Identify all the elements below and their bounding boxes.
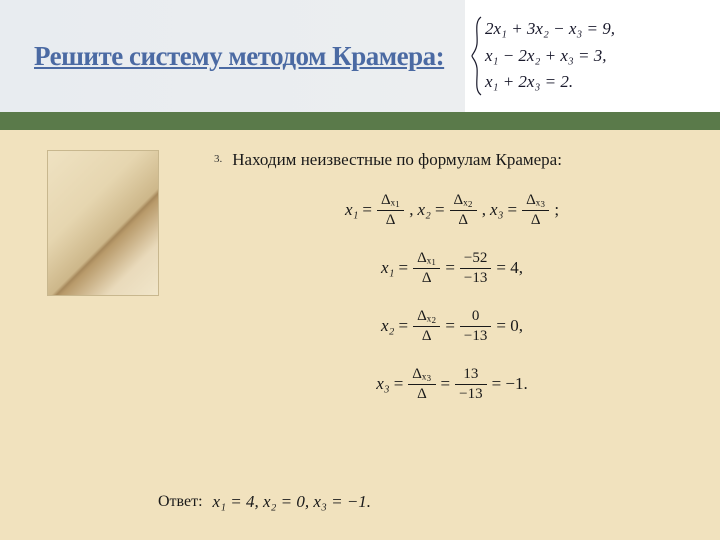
content-block: 3. Находим неизвестные по формулам Краме…	[214, 150, 690, 420]
c2-numB: 0	[460, 308, 491, 326]
step-number: 3.	[214, 153, 222, 165]
x1-lhs: x₁	[345, 200, 358, 220]
answer-row: Ответ: x₁ = 4, x₂ = 0, x₃ = −1.	[158, 492, 371, 512]
calc-x2: x₂ = Δₓ₂Δ = 0−13 = 0,	[214, 304, 690, 348]
c3-numA: Δₓ₃	[408, 366, 435, 384]
c1-denA: Δ	[413, 268, 440, 287]
calc-x3: x₃ = Δₓ₃Δ = 13−13 = −1.	[214, 362, 690, 406]
formulas: x₁ = Δₓ₁Δ , x₂ = Δₓ₂Δ , x₃ = Δₓ₃Δ ; x₁ =…	[214, 188, 690, 406]
c2-numA: Δₓ₂	[413, 308, 440, 326]
header-right: 2x₁ + 3x₂ − x₃ = 9, x₁ − 2x₂ + x₃ = 3, x…	[465, 0, 720, 112]
c1-rhs: = 4,	[496, 258, 523, 278]
c3-rhs: = −1.	[492, 374, 528, 394]
c1-denB: −13	[460, 268, 491, 287]
x1-num: Δₓ₁	[377, 192, 404, 210]
c2-denB: −13	[460, 326, 491, 345]
step-line: 3. Находим неизвестные по формулам Краме…	[214, 150, 690, 170]
x2-den: Δ	[450, 210, 477, 229]
slide-header: Решите систему методом Крамера: 2x₁ + 3x…	[0, 0, 720, 112]
curly-brace-icon	[471, 16, 483, 95]
c3-lhs: x₃	[376, 374, 389, 394]
eq1: 2x₁ + 3x₂ − x₃ = 9,	[485, 16, 615, 42]
answer-label: Ответ:	[158, 493, 203, 511]
answer-values: x₁ = 4, x₂ = 0, x₃ = −1.	[213, 492, 372, 512]
c2-rhs: = 0,	[496, 316, 523, 336]
eq3: x₁ + 2x₃ = 2.	[485, 69, 615, 95]
accent-bar	[0, 112, 720, 130]
x2-num: Δₓ₂	[450, 192, 477, 210]
c3-denA: Δ	[408, 384, 435, 403]
x1-den: Δ	[377, 210, 404, 229]
eq2: x₁ − 2x₂ + x₃ = 3,	[485, 43, 615, 69]
c3-numB: 13	[455, 366, 486, 384]
slide-title: Решите систему методом Крамера:	[34, 41, 444, 72]
c2-denA: Δ	[413, 326, 440, 345]
c3-denB: −13	[455, 384, 486, 403]
header-left: Решите систему методом Крамера:	[0, 0, 465, 112]
c1-lhs: x₁	[381, 258, 394, 278]
calc-x1: x₁ = Δₓ₁Δ = −52−13 = 4,	[214, 246, 690, 290]
general-formula: x₁ = Δₓ₁Δ , x₂ = Δₓ₂Δ , x₃ = Δₓ₃Δ ;	[214, 188, 690, 232]
decorative-image	[47, 150, 159, 296]
x3-lhs: x₃	[490, 200, 503, 220]
c2-lhs: x₂	[381, 316, 394, 336]
c1-numA: Δₓ₁	[413, 250, 440, 268]
equation-system: 2x₁ + 3x₂ − x₃ = 9, x₁ − 2x₂ + x₃ = 3, x…	[471, 16, 615, 95]
x2-lhs: x₂	[417, 200, 430, 220]
gen-tail: ;	[554, 200, 559, 220]
main-panel: 3. Находим неизвестные по формулам Краме…	[0, 130, 720, 540]
x3-den: Δ	[522, 210, 549, 229]
x3-num: Δₓ₃	[522, 192, 549, 210]
step-text: Находим неизвестные по формулам Крамера:	[232, 150, 562, 169]
c1-numB: −52	[460, 250, 491, 268]
